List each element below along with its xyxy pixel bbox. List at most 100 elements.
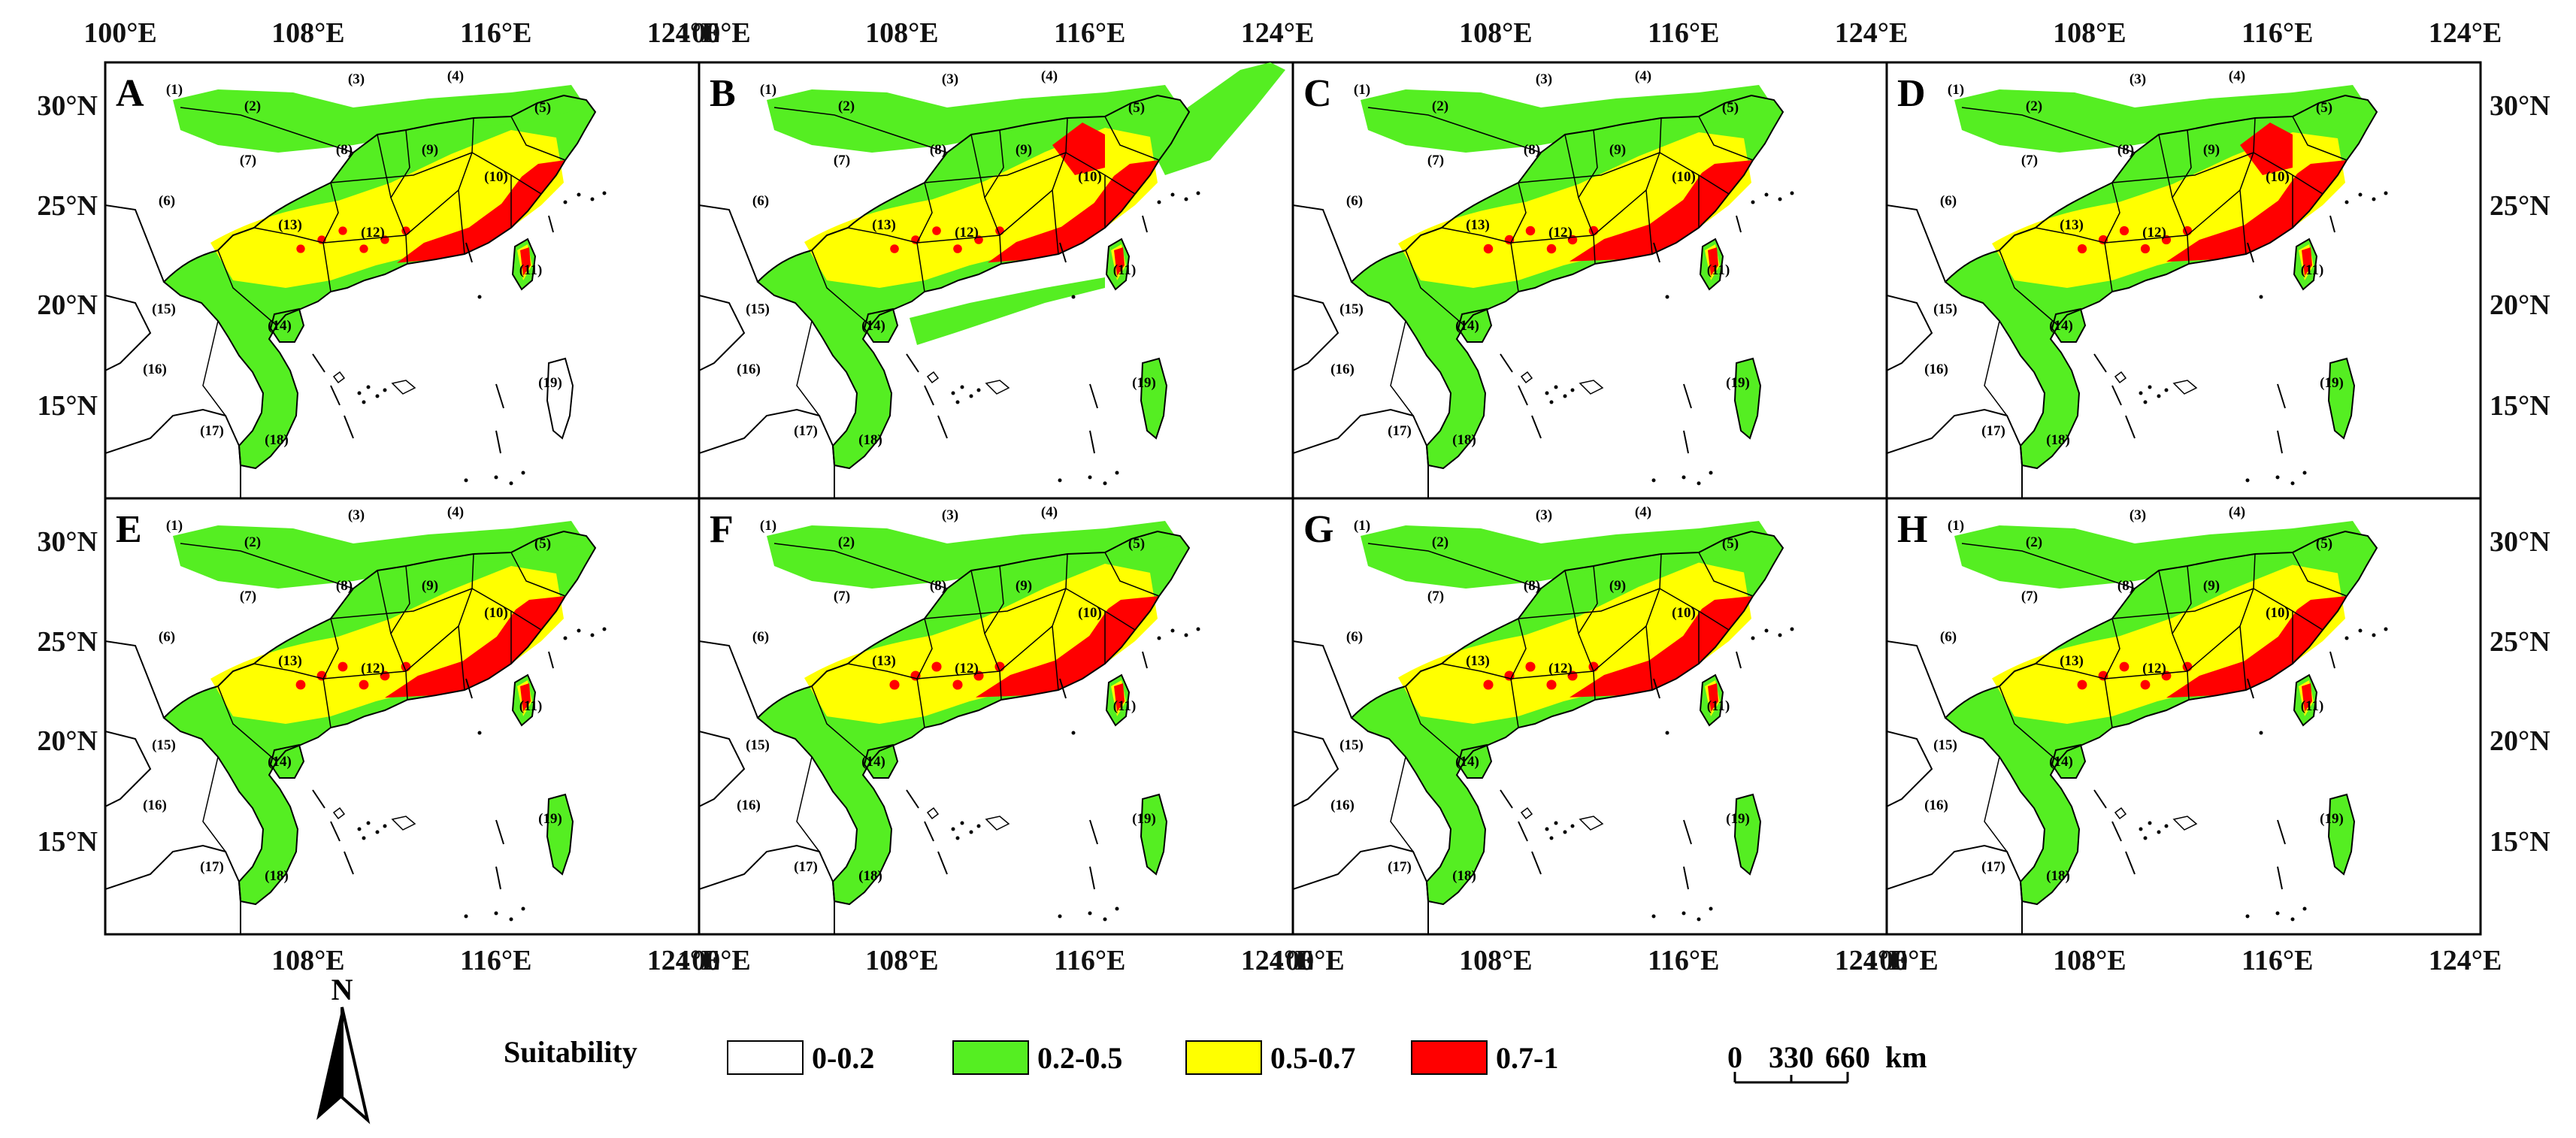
maritime-dash	[2277, 866, 2283, 890]
longitude-label-top: 116°E	[1054, 17, 1125, 49]
small-island	[1563, 394, 1567, 398]
country-border	[699, 640, 835, 934]
region-label-3: (3)	[348, 507, 365, 523]
region-label-9: (9)	[422, 578, 438, 594]
small-island	[1697, 481, 1701, 486]
islet	[2114, 371, 2127, 384]
maritime-dash	[330, 821, 341, 842]
suitability-red-patch	[338, 661, 348, 672]
region-label-6: (6)	[1940, 629, 1957, 645]
small-island	[1157, 200, 1161, 204]
province-border	[1645, 117, 1662, 255]
small-island	[464, 478, 468, 483]
region-label-2: (2)	[2026, 534, 2042, 550]
hainan-green	[2052, 309, 2085, 342]
longitude-label-bottom: 124°E	[2429, 945, 2502, 976]
small-island	[1115, 471, 1119, 475]
suitability-red-area	[397, 160, 565, 263]
region-label-6: (6)	[1346, 629, 1363, 645]
small-island	[602, 627, 607, 631]
north-arrow-icon: N	[316, 973, 371, 1124]
region-label-19: (19)	[538, 375, 562, 391]
longitude-label-top: 100°E	[83, 17, 157, 49]
small-island	[2275, 911, 2280, 916]
province-border	[322, 182, 339, 292]
suitability-red-area	[2166, 160, 2347, 262]
region-label-10: (10)	[2266, 169, 2290, 185]
region-label-1: (1)	[166, 82, 183, 98]
small-island	[1058, 914, 1062, 919]
country-border	[1293, 640, 1429, 934]
small-island	[563, 636, 568, 640]
small-island	[357, 827, 362, 831]
country-border	[105, 640, 241, 934]
islet	[2172, 380, 2198, 395]
islet	[926, 371, 940, 384]
region-label-11: (11)	[2301, 262, 2324, 278]
small-island	[383, 824, 387, 828]
small-island	[2139, 827, 2143, 831]
hainan-green	[1458, 309, 1491, 342]
maritime-dash	[344, 851, 354, 875]
region-label-1: (1)	[1354, 518, 1370, 534]
maritime-dash	[495, 430, 501, 454]
region-label-15: (15)	[152, 737, 176, 753]
region-label-19: (19)	[2320, 375, 2344, 391]
region-label-8: (8)	[2117, 578, 2134, 594]
small-island	[1196, 627, 1200, 631]
small-island	[494, 475, 498, 480]
province-border	[1510, 625, 1647, 679]
region-label-5: (5)	[1128, 536, 1145, 552]
region-label-18: (18)	[858, 432, 882, 448]
suitability-red-patch	[2077, 679, 2087, 690]
maritime-dash	[2093, 789, 2107, 809]
province-border	[879, 129, 948, 153]
province-border	[253, 227, 324, 244]
longitude-label-top: 108°E	[271, 17, 345, 49]
luzon-land	[1735, 359, 1760, 438]
small-island	[1157, 636, 1161, 640]
small-island	[2384, 627, 2388, 631]
islet	[1520, 371, 1533, 384]
region-label-7: (7)	[834, 153, 850, 168]
province-border	[1564, 134, 1579, 198]
small-island	[2372, 197, 2376, 201]
region-label-1: (1)	[760, 82, 776, 98]
region-label-13: (13)	[872, 217, 896, 233]
region-label-12: (12)	[361, 661, 385, 676]
luzon-land	[547, 794, 573, 874]
region-label-15: (15)	[746, 301, 770, 317]
province-border	[377, 134, 392, 198]
small-island	[362, 836, 366, 840]
region-label-7: (7)	[2021, 153, 2038, 168]
maritime-dash	[1089, 866, 1095, 890]
region-label-7: (7)	[834, 589, 850, 604]
region-label-13: (13)	[2060, 653, 2084, 669]
province-border	[1999, 250, 2059, 326]
small-island	[1682, 475, 1686, 480]
province-border	[2292, 116, 2347, 161]
island-outline	[1699, 238, 1724, 291]
region-label-8: (8)	[2117, 142, 2134, 158]
small-island	[602, 191, 607, 195]
maritime-dash	[1683, 866, 1689, 890]
suitability-red-area	[988, 160, 1159, 263]
longitude-label-bottom: 124°E	[1835, 945, 1909, 976]
province-border	[2239, 117, 2256, 255]
latitude-label: 15°N	[37, 826, 98, 858]
small-island	[1764, 628, 1769, 633]
region-label-11: (11)	[1113, 262, 1137, 278]
region-label-5: (5)	[1722, 100, 1739, 116]
longitude-label-bottom: 108°E	[2053, 945, 2126, 976]
suitability-red-patch	[1546, 679, 1557, 690]
suitability-red-patch	[890, 244, 899, 253]
small-island	[366, 821, 371, 825]
maritime-dash	[906, 789, 919, 809]
region-label-14: (14)	[1455, 318, 1479, 334]
longitude-label-bottom: 108°E	[1459, 945, 1533, 976]
legend-title: Suitability	[504, 1035, 637, 1069]
island-outline	[1105, 673, 1131, 727]
small-island	[2275, 475, 2280, 480]
region-label-6: (6)	[752, 193, 769, 209]
province-border	[1518, 152, 1660, 183]
